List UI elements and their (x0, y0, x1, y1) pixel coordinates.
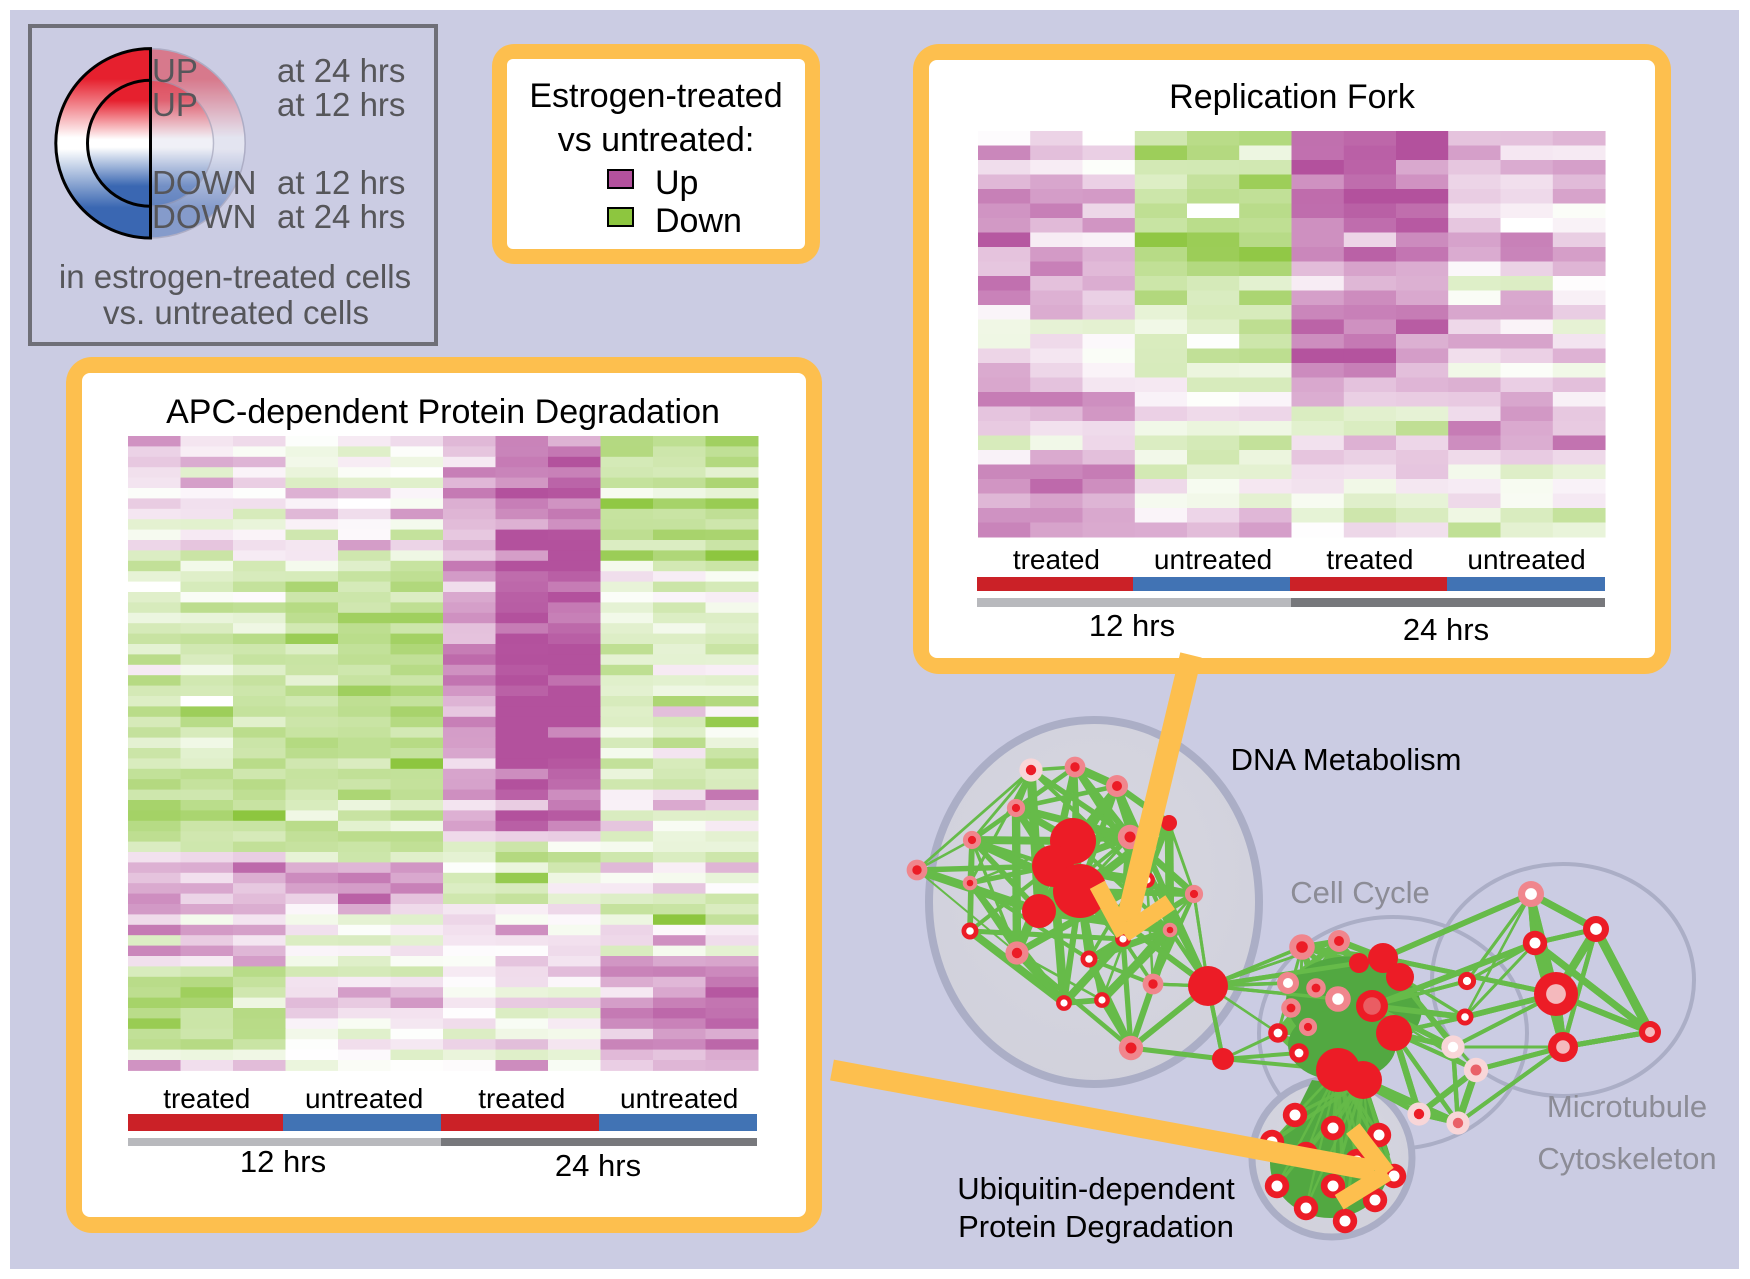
svg-text:12 hrs: 12 hrs (1089, 608, 1175, 643)
svg-text:Microtubule: Microtubule (1547, 1089, 1707, 1124)
svg-text:vs. untreated cells: vs. untreated cells (103, 294, 369, 331)
svg-text:at 12 hrs: at 12 hrs (277, 164, 405, 201)
svg-text:Protein Degradation: Protein Degradation (958, 1209, 1234, 1244)
svg-text:at 24 hrs: at 24 hrs (277, 52, 405, 89)
svg-text:at 12 hrs: at 12 hrs (277, 86, 405, 123)
svg-text:24 hrs: 24 hrs (555, 1148, 641, 1183)
svg-text:DNA Metabolism: DNA Metabolism (1231, 742, 1462, 777)
svg-text:DOWN: DOWN (152, 164, 256, 201)
svg-text:untreated: untreated (620, 1083, 738, 1114)
svg-text:untreated: untreated (305, 1083, 423, 1114)
svg-text:Ubiquitin-dependent: Ubiquitin-dependent (957, 1171, 1235, 1206)
svg-text:treated: treated (163, 1083, 250, 1114)
svg-text:Down: Down (655, 202, 742, 240)
svg-text:Cell Cycle: Cell Cycle (1290, 875, 1430, 910)
svg-text:Estrogen-treated: Estrogen-treated (529, 77, 782, 115)
svg-text:treated: treated (1013, 544, 1100, 575)
svg-text:treated: treated (478, 1083, 565, 1114)
svg-text:untreated: untreated (1467, 544, 1585, 575)
svg-text:in estrogen-treated cells: in estrogen-treated cells (59, 258, 411, 295)
svg-text:Cytoskeleton: Cytoskeleton (1537, 1141, 1716, 1176)
svg-text:treated: treated (1326, 544, 1413, 575)
svg-text:12 hrs: 12 hrs (240, 1144, 326, 1179)
svg-text:UP: UP (152, 86, 198, 123)
svg-text:untreated: untreated (1154, 544, 1272, 575)
svg-text:24 hrs: 24 hrs (1403, 612, 1489, 647)
svg-text:vs untreated:: vs untreated: (558, 121, 755, 159)
svg-text:APC-dependent Protein Degradat: APC-dependent Protein Degradation (166, 393, 720, 431)
svg-text:Up: Up (655, 164, 698, 202)
svg-text:Replication Fork: Replication Fork (1169, 78, 1416, 116)
svg-text:DOWN: DOWN (152, 198, 256, 235)
svg-text:UP: UP (152, 52, 198, 89)
svg-text:at 24 hrs: at 24 hrs (277, 198, 405, 235)
